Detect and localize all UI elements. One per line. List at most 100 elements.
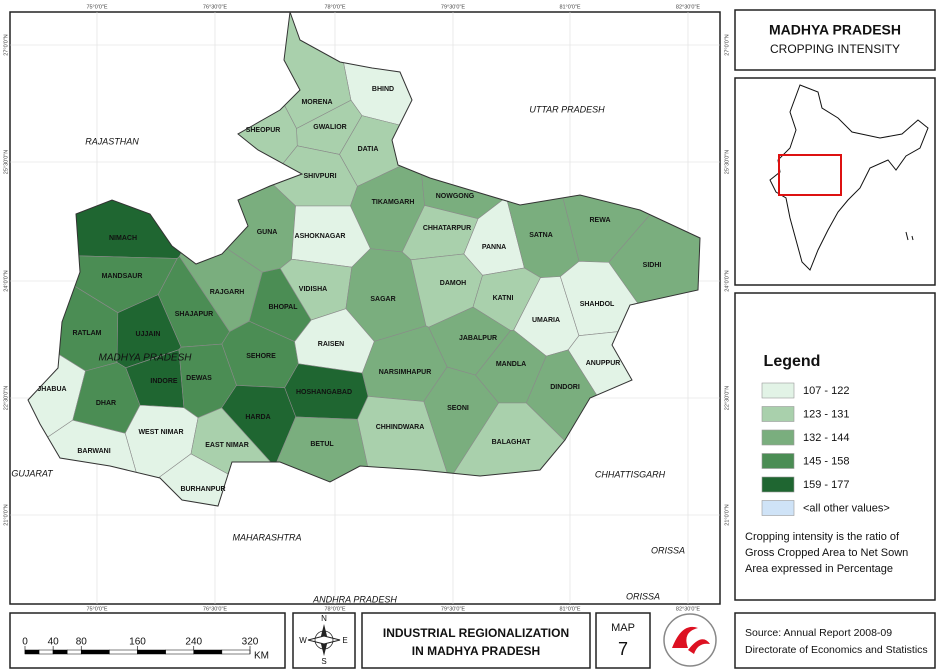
source: Directorate of Economics and Statistics [745,644,928,656]
scale-tick-label: 0 [22,637,28,648]
district-label: DATIA [358,146,379,153]
lon-tick-label: 82°30'0"E [676,4,700,10]
district-label: SHAJAPUR [175,311,214,318]
district-label: ASHOKNAGAR [295,233,346,240]
neighbour-label: ORISSA [626,591,660,601]
neighbour-label: UTTAR PRADESH [529,104,605,114]
district-label: MANDLA [496,361,526,368]
lon-tick-label: 76°30'0"E [203,4,227,10]
lat-tick-label: 27°0'0"N [3,34,9,55]
logo [663,613,717,667]
district-label: WEST NIMAR [138,429,183,436]
scale-segment [38,649,54,655]
lon-tick-label: 78°0'0"E [324,606,345,612]
compass-e: E [342,636,347,645]
district-label: VIDISHA [299,286,327,293]
location-box [778,154,842,196]
district-label: SEHORE [246,353,276,360]
legend-swatch [761,476,795,493]
footer-title: INDUSTRIAL REGIONALIZATION [383,626,569,640]
neighbour-label: RAJASTHAN [85,136,139,146]
scale-tick-label: 240 [185,637,202,648]
lon-tick-label: 79°30'0"E [441,4,465,10]
map-title: MADHYA PRADESH [769,22,901,38]
scale-segment [221,649,251,655]
district-label: NARSIMHAPUR [379,369,432,376]
district-label: SAGAR [370,296,395,303]
source: Source: Annual Report 2008-09 [745,627,892,639]
neighbour-label: GUJARAT [11,468,54,478]
district-label: INDORE [150,378,178,385]
scale-segment [193,649,223,655]
district-label: RAJGARH [210,289,245,296]
lon-tick-label: 78°0'0"E [324,4,345,10]
scale-tick-label: 160 [129,637,146,648]
scale-segment [109,649,138,655]
district-label: EAST NIMAR [205,442,249,449]
legend-note: Cropping intensity is the ratio of [745,531,900,543]
district-label: JABALPUR [459,335,497,342]
legend-swatch [761,406,795,422]
scale-bar: 0 40 80 160 240 320 KM [22,637,269,662]
lat-tick-label: 24°0'0"N [3,270,9,291]
district-label: BURHANPUR [180,486,225,493]
scale-tick-label: 80 [76,637,88,648]
district [431,402,700,506]
district-label: PANNA [482,244,506,251]
district-label: MANDSAUR [102,273,143,280]
state-label: MADHYA PRADESH [99,353,193,364]
lat-tick-label: 27°0'0"N [724,34,730,55]
legend-box [734,292,936,601]
lon-tick-label: 82°30'0"E [676,606,700,612]
lat-tick-label: 21°0'0"N [724,504,730,525]
district-label: BHIND [372,86,394,93]
district-label: ANUPPUR [586,360,621,367]
islands [905,231,914,241]
legend-label: <all other values> [803,502,890,514]
district-label: KATNI [493,295,514,302]
district-label: HARDA [245,414,270,421]
district-label: SHIVPURI [303,173,336,180]
district-label: REWA [590,217,611,224]
lon-tick-label: 75°0'0"E [86,606,107,612]
neighbour-label: MAHARASHTRA [232,532,301,542]
legend-title: Legend [764,353,821,370]
scale-tick-label: 320 [242,637,259,648]
district-label: DAMOH [440,280,466,287]
scale-segment [81,649,110,655]
legend-note: Gross Cropped Area to Net Sown [745,547,908,559]
district-label: DHAR [96,400,116,407]
legend: 107 - 122 123 - 131 132 - 144 145 - 158 159 … [745,382,908,575]
lon-tick-label: 81°0'0"E [559,4,580,10]
compass-s: S [321,657,326,666]
legend-swatch [761,500,795,516]
neighbour-label: CHHATTISGARH [595,469,666,479]
legend-swatch [761,382,795,399]
scale-segment [24,649,40,655]
lat-tick-label: 24°0'0"N [724,270,730,291]
legend-label: 145 - 158 [803,455,849,467]
scale-box [9,612,286,669]
district-label: GUNA [257,229,278,236]
district-label: BALAGHAT [492,439,531,446]
scale-segment [137,649,166,655]
india-inset [769,84,929,271]
district-label: CHHINDWARA [376,424,425,431]
legend-note: Area expressed in Percentage [745,563,893,575]
district-label: UJJAIN [136,331,161,338]
footer-title-box [361,612,591,669]
district-label: CHHATARPUR [423,225,471,232]
scale-segment [66,649,82,655]
compass-n: N [321,614,327,623]
legend-swatch [761,453,795,469]
legend-label: 107 - 122 [803,385,849,397]
lat-tick-label: 25°30'0"N [3,150,9,174]
district-label: BHOPAL [268,304,298,311]
district-label: BARWANI [77,448,110,455]
lat-tick-label: 25°30'0"N [724,150,730,174]
district-label: HOSHANGABAD [296,389,352,396]
lon-tick-label: 79°30'0"E [441,606,465,612]
district-label: SEONI [447,405,469,412]
label-layer: 75°0'0"E 75°0'0"E 76°30'0"E 76°30'0"E 78°0'0… [3,4,730,612]
